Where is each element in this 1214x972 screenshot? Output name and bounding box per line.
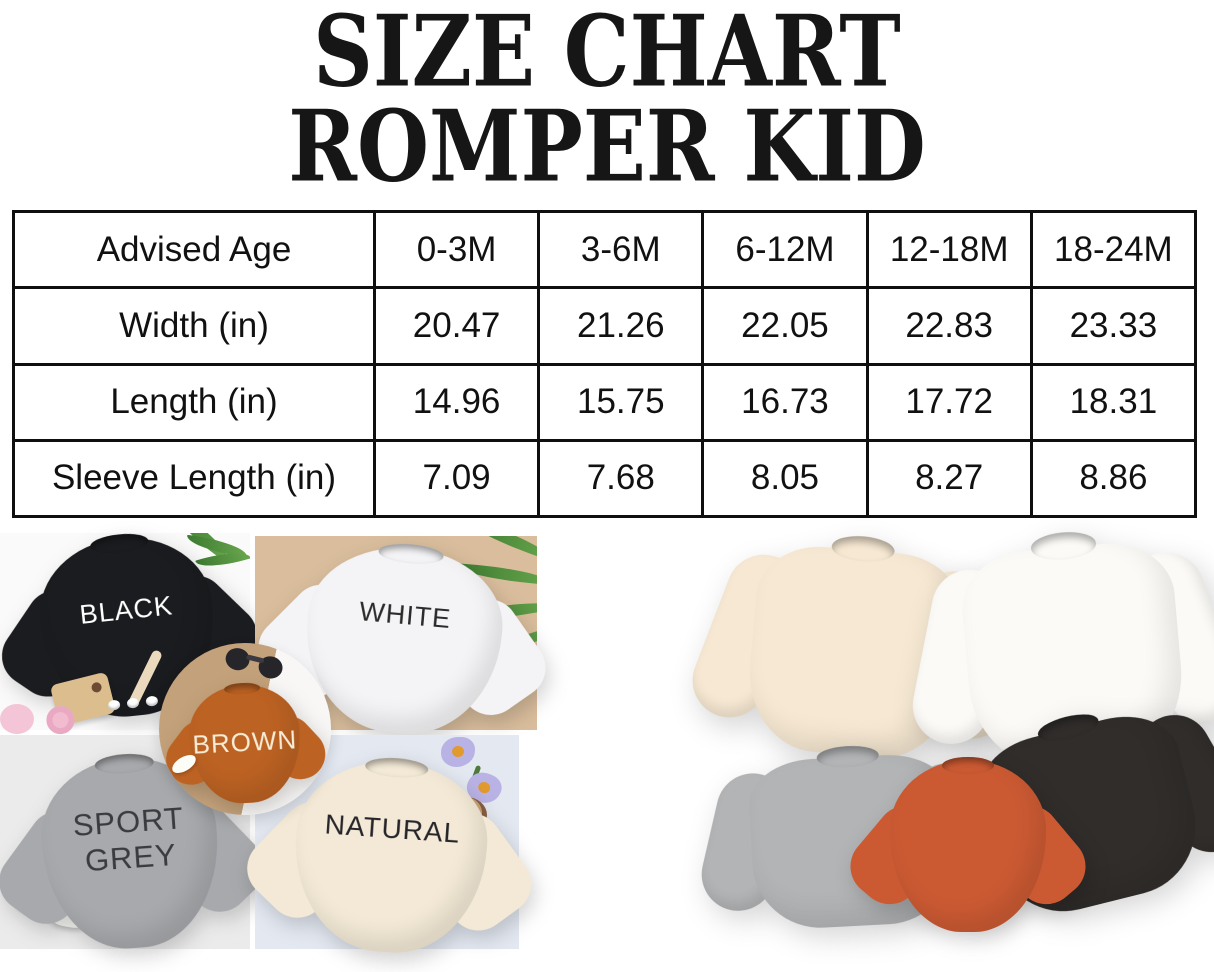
size-table: Advised Age 0-3M 3-6M 6-12M 12-18M 18-24… xyxy=(12,209,1198,519)
table-cell: 22.05 xyxy=(701,286,869,366)
table-row: Sleeve Length (in) 7.09 7.68 8.05 8.27 8… xyxy=(12,438,1198,519)
table-header-cell: 12-18M xyxy=(865,209,1033,290)
table-cell: 8.27 xyxy=(865,438,1033,519)
table-cell: 21.26 xyxy=(537,286,705,366)
title-line-2: ROMPER KID xyxy=(288,87,926,205)
romper-body xyxy=(288,755,493,959)
romper-collar xyxy=(942,756,994,774)
table-cell: 14.96 xyxy=(372,362,541,442)
table-header-cell: 0-3M xyxy=(372,209,541,290)
lilac-flower xyxy=(441,737,475,767)
row-label: Sleeve Length (in) xyxy=(12,438,376,519)
page-title: SIZE CHART ROMPER KID xyxy=(0,0,1214,199)
table-cell: 16.73 xyxy=(701,362,869,442)
table-row: Length (in) 14.96 15.75 16.73 17.72 18.3… xyxy=(12,362,1198,442)
table-cell: 7.68 xyxy=(537,438,705,519)
romper-brown: BROWN xyxy=(159,681,331,806)
table-cell: 20.47 xyxy=(372,286,541,366)
romper-orange xyxy=(838,756,1098,932)
row-label: Length (in) xyxy=(12,362,376,442)
table-cell: 17.72 xyxy=(865,362,1033,442)
table-cell: 22.83 xyxy=(865,286,1033,366)
table-cell: 7.09 xyxy=(372,438,541,519)
table-cell: 18.31 xyxy=(1029,362,1198,442)
pink-pompom xyxy=(0,704,34,734)
table-cell: 15.75 xyxy=(537,362,705,442)
table-cell: 23.33 xyxy=(1029,286,1198,366)
table-header-cell: 3-6M xyxy=(537,209,705,290)
photo-circle-brown: BROWN xyxy=(159,643,331,815)
romper-body xyxy=(890,760,1046,932)
table-header-row: Advised Age 0-3M 3-6M 6-12M 12-18M 18-24… xyxy=(12,209,1198,290)
table-cell: 8.86 xyxy=(1029,438,1198,519)
table-header-cell: 18-24M xyxy=(1029,209,1198,290)
table-header-cell: 6-12M xyxy=(701,209,869,290)
table-row: Width (in) 20.47 21.26 22.05 22.83 23.33 xyxy=(12,286,1198,366)
table-cell: 8.05 xyxy=(701,438,869,519)
table-header-cell: Advised Age xyxy=(12,209,376,290)
title-line-1: SIZE CHART xyxy=(313,0,901,110)
row-label: Width (in) xyxy=(12,286,376,366)
